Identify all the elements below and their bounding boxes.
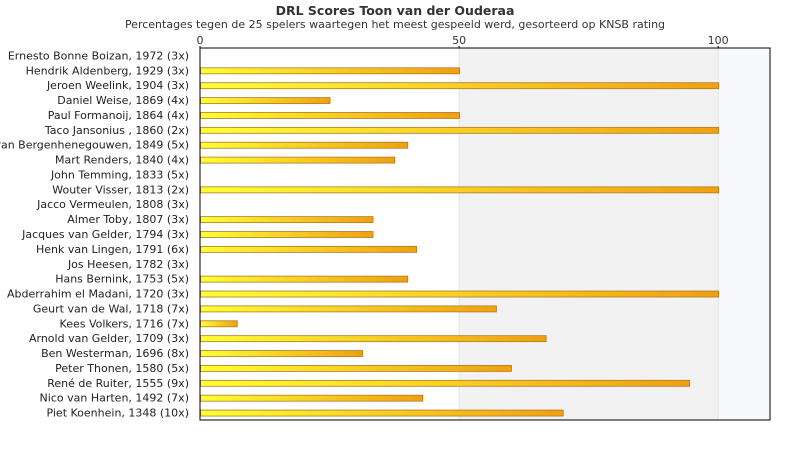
bar: [200, 275, 409, 283]
bar: [200, 126, 720, 134]
category-label: Jacco Vermeulen, 1808 (3x): [36, 198, 189, 211]
category-label: Hans Bernink, 1753 (5x): [55, 273, 189, 286]
bar: [200, 231, 374, 238]
category-label: Paul Formanoij, 1864 (4x): [48, 109, 189, 122]
category-label: Piet Koenhein, 1348 (10x): [46, 407, 189, 420]
category-label: Daniel Weise, 1869 (4x): [57, 94, 189, 107]
bar: [200, 67, 460, 75]
bar: [200, 379, 691, 387]
category-label: Abderrahim el Madani, 1720 (3x): [7, 288, 189, 301]
bar: [200, 409, 564, 417]
bar: [200, 141, 409, 149]
category-label: Jos Heesen, 1782 (3x): [67, 258, 189, 271]
bar: [200, 394, 424, 402]
plot-frame: [199, 47, 771, 421]
category-label: Wouter Visser, 1813 (2x): [52, 183, 189, 196]
bar: [200, 365, 512, 372]
bar: [200, 112, 460, 119]
category-label: Kees Volkers, 1716 (7x): [60, 317, 189, 330]
bar: [200, 305, 497, 313]
category-label: Peter Thonen, 1580 (5x): [55, 362, 189, 375]
category-label: Jacques van Gelder, 1794 (3x): [21, 228, 189, 241]
bar: [200, 290, 720, 298]
bar: [200, 320, 238, 328]
x-tick-label: 100: [708, 34, 729, 47]
bar: [200, 82, 720, 90]
category-label: Ernesto Bonne Boizan, 1972 (3x): [8, 49, 189, 62]
category-label: René de Ruiter, 1555 (9x): [47, 377, 189, 390]
chart-title: DRL Scores Toon van der Ouderaa: [275, 3, 515, 18]
category-label: Henk van Lingen, 1791 (6x): [36, 243, 189, 256]
x-tick-label: 50: [452, 34, 466, 47]
bar: [200, 216, 374, 224]
x-tick-label: 0: [197, 34, 204, 47]
bar: [200, 350, 364, 357]
category-label: Nico van Harten, 1492 (7x): [40, 392, 189, 405]
plot-band: [718, 48, 770, 420]
category-label: Arnold van Gelder, 1709 (3x): [29, 332, 189, 345]
bar: [200, 245, 417, 253]
category-label: Almer Toby, 1807 (3x): [67, 213, 189, 226]
category-label: van Bergenhenegouwen, 1849 (5x): [0, 139, 189, 152]
category-label: Hendrik Aldenberg, 1929 (3x): [26, 64, 189, 77]
bar: [200, 186, 720, 194]
category-label: Jeroen Weelink, 1904 (3x): [46, 79, 189, 92]
category-label: Taco Jansonius , 1860 (2x): [44, 124, 189, 137]
bar: [200, 156, 396, 164]
category-label: Ben Westerman, 1696 (8x): [41, 347, 189, 360]
category-label: John Temming, 1833 (5x): [50, 168, 189, 181]
category-label: Mart Renders, 1840 (4x): [55, 154, 189, 167]
bar: [200, 335, 547, 343]
category-label: Geurt van de Wal, 1718 (7x): [33, 302, 189, 315]
plot-band: [459, 48, 719, 420]
bar: [200, 97, 331, 104]
chart-subtitle: Percentages tegen de 25 spelers waartege…: [124, 18, 666, 31]
